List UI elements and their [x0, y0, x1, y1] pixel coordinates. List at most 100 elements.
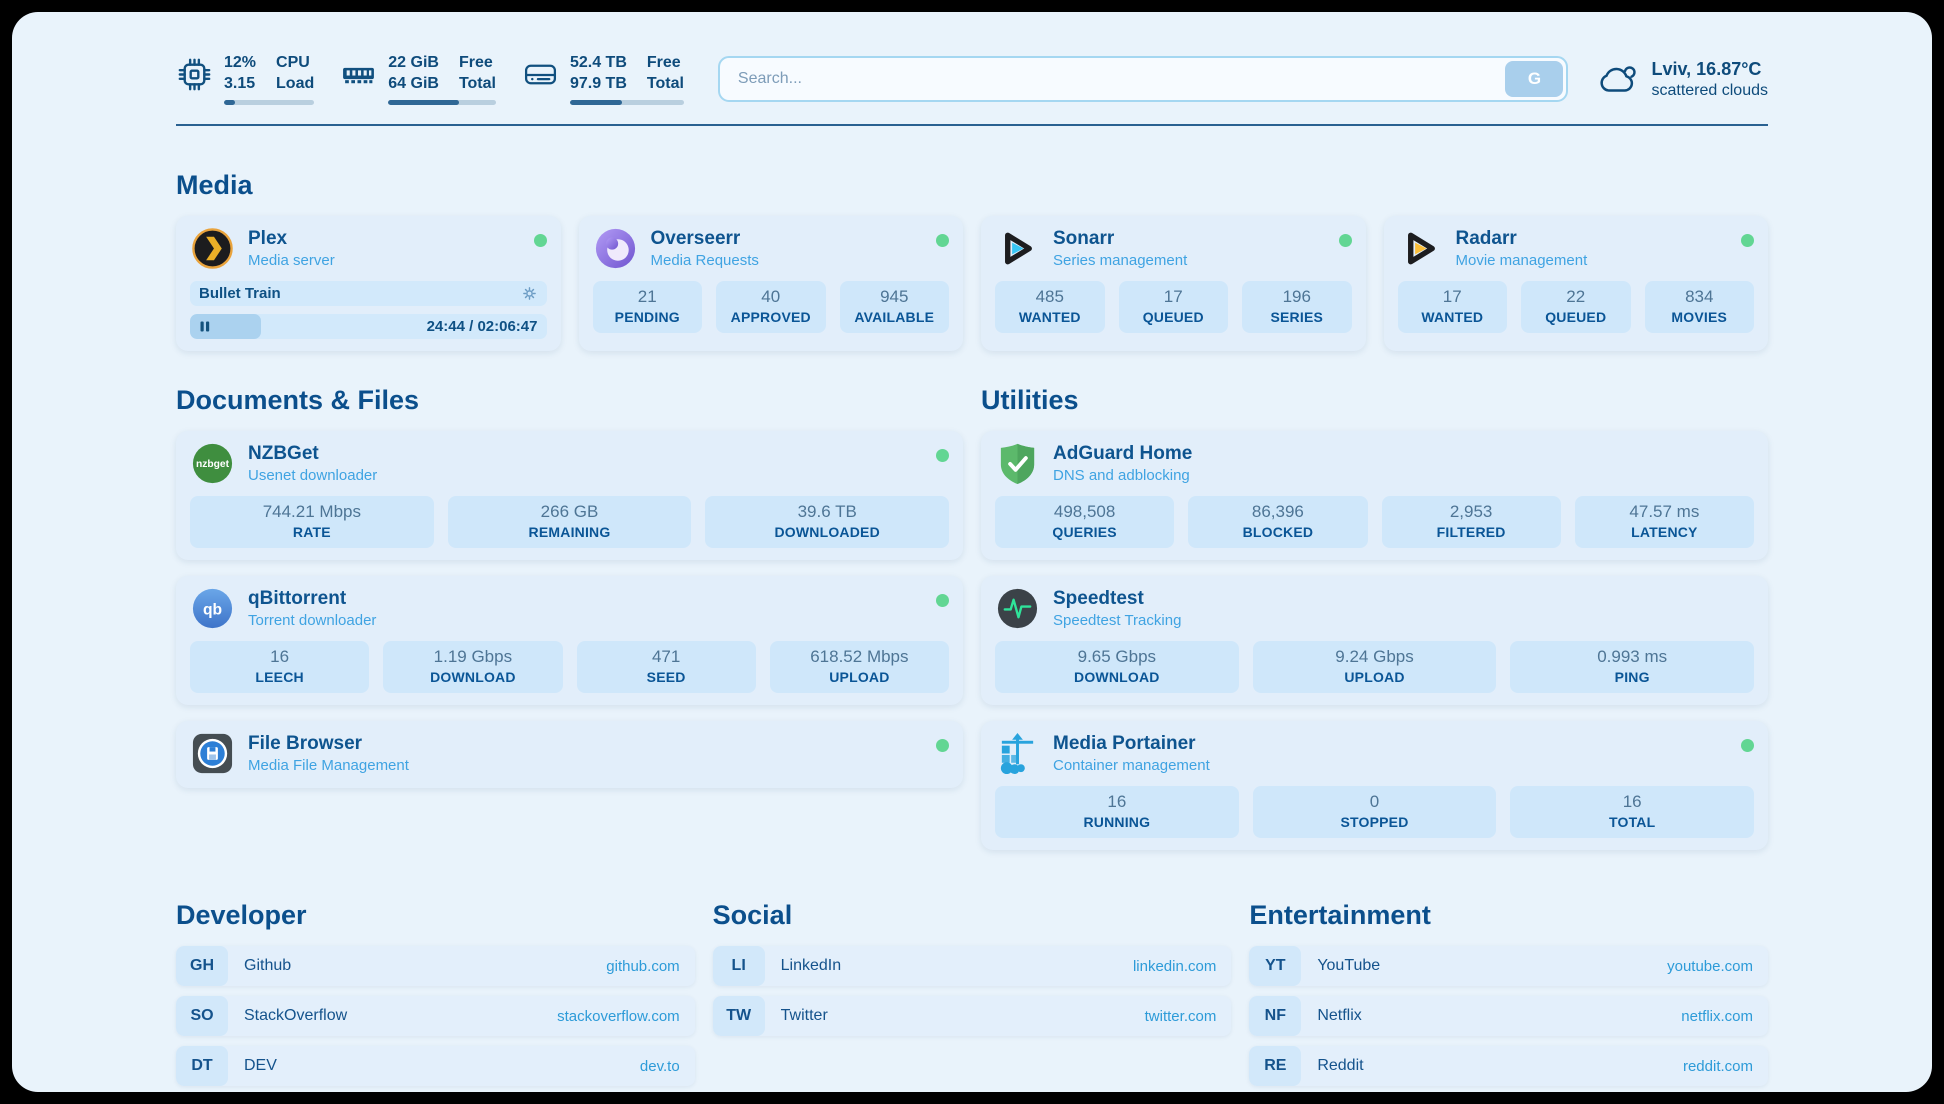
svg-text:qb: qb	[203, 601, 222, 618]
bookmark-url: github.com	[606, 957, 680, 975]
bookmark-github[interactable]: GH Github github.com	[176, 946, 695, 986]
app-title: File Browser	[248, 732, 363, 754]
cpu-percent: 12%	[224, 53, 257, 71]
stat-box: 22 QUEUED	[1521, 281, 1631, 333]
weather-location: Lviv, 16.87°C	[1651, 58, 1762, 79]
bookmark-name: LinkedIn	[780, 957, 842, 974]
app-subtitle: Series management	[1053, 252, 1188, 270]
search-engine-button[interactable]: G	[1505, 61, 1564, 97]
app-card-speedtest[interactable]: Speedtest Speedtest Tracking 9.65 Gbps D…	[981, 576, 1768, 705]
stat-box: 47.57 ms LATENCY	[1574, 496, 1754, 548]
section-title-utilities: Utilities	[981, 385, 1079, 415]
stat-label: PING	[1614, 669, 1650, 685]
playback-progress-fill	[190, 314, 262, 339]
gear-icon[interactable]	[521, 285, 538, 302]
memory-total-label: Total	[458, 74, 496, 92]
app-title: Radarr	[1455, 227, 1517, 249]
stat-value: 266 GB	[540, 502, 599, 521]
search-input[interactable]	[722, 70, 1506, 88]
bookmark-url: netflix.com	[1681, 1007, 1753, 1025]
bookmark-abbr: GH	[176, 946, 228, 986]
bookmark-netflix[interactable]: NF Netflix netflix.com	[1249, 996, 1768, 1036]
bookmark-name: DEV	[244, 1057, 277, 1074]
bookmark-name: Reddit	[1317, 1057, 1364, 1074]
app-card-portainer[interactable]: Media Portainer Container management 16 …	[981, 721, 1768, 850]
bookmark-abbr: YT	[1249, 946, 1302, 986]
stat-value: 9.65 Gbps	[1077, 647, 1157, 666]
bookmark-url: dev.to	[639, 1057, 680, 1075]
stat-label: RATE	[292, 524, 331, 540]
bookmark-abbr: NF	[1249, 996, 1302, 1036]
app-title: Plex	[248, 227, 288, 249]
stat-label: MOVIES	[1671, 309, 1728, 325]
status-dot-online	[936, 234, 949, 247]
stat-box: 16 RUNNING	[995, 786, 1239, 838]
stat-value: 40	[761, 287, 781, 306]
sonarr-icon	[1005, 232, 1032, 265]
stat-value: 2,953	[1449, 502, 1493, 521]
bookmark-reddit[interactable]: RE Reddit reddit.com	[1249, 1046, 1768, 1086]
stat-label: QUEUED	[1142, 309, 1204, 325]
stat-value: 17	[1442, 287, 1462, 306]
app-subtitle: Usenet downloader	[248, 467, 378, 485]
disk-total-label: Total	[646, 74, 684, 92]
stat-label: REMAINING	[528, 524, 611, 540]
app-subtitle: Movie management	[1455, 252, 1588, 270]
bookmark-url: twitter.com	[1144, 1007, 1217, 1025]
stat-value: 471	[651, 647, 681, 666]
app-card-nzbget[interactable]: nzbget NZBGet Usenet downloader 744.21 M…	[176, 431, 963, 560]
topbar-divider	[176, 124, 1768, 126]
pause-icon[interactable]	[200, 321, 210, 332]
app-subtitle: Media File Management	[248, 757, 409, 775]
app-title: Overseerr	[650, 227, 741, 249]
stat-box: 471 SEED	[576, 641, 756, 693]
app-card-plex[interactable]: Plex Media server Bullet Train	[176, 216, 561, 351]
bookmark-youtube[interactable]: YT YouTube youtube.com	[1249, 946, 1768, 986]
cpu-label: CPU	[276, 53, 310, 71]
now-playing-row: Bullet Train	[190, 281, 547, 306]
cpu-progress-bar	[224, 100, 315, 106]
plex-icon	[192, 228, 233, 269]
stat-value: 21	[637, 287, 657, 306]
stat-value: 16	[270, 647, 290, 666]
speedtest-icon	[997, 588, 1038, 629]
stat-value: 0.993 ms	[1597, 647, 1668, 666]
stat-box: 39.6 TB DOWNLOADED	[705, 496, 950, 548]
memory-total-value: 64 GiB	[388, 74, 439, 92]
stat-label: LEECH	[255, 669, 304, 685]
stat-box: 21 PENDING	[592, 281, 702, 333]
stat-value: 17	[1163, 287, 1183, 306]
app-title: NZBGet	[248, 442, 319, 464]
app-card-sonarr[interactable]: Sonarr Series management 485 WANTED 17 Q…	[981, 216, 1366, 351]
stat-value: 16	[1107, 792, 1127, 811]
stat-label: TOTAL	[1608, 814, 1656, 830]
stat-box: 17 WANTED	[1397, 281, 1507, 333]
bookmark-dev[interactable]: DT DEV dev.to	[176, 1046, 695, 1086]
bookmark-linkedin[interactable]: LI LinkedIn linkedin.com	[712, 946, 1232, 986]
app-card-overseerr[interactable]: Overseerr Media Requests 21 PENDING 40 A…	[578, 216, 963, 351]
bookmark-stackoverflow[interactable]: SO StackOverflow stackoverflow.com	[176, 996, 695, 1036]
stat-label: UPLOAD	[1344, 669, 1405, 685]
stat-box: 498,508 QUERIES	[995, 496, 1175, 548]
app-card-radarr[interactable]: Radarr Movie management 17 WANTED 22 QUE…	[1383, 216, 1768, 351]
bookmark-twitter[interactable]: TW Twitter twitter.com	[712, 996, 1232, 1036]
app-card-qbittorrent[interactable]: qb qBittorrent Torrent downloader 16	[176, 576, 963, 705]
bookmark-name: YouTube	[1317, 957, 1381, 974]
weather-widget: Lviv, 16.87°C scattered clouds	[1596, 59, 1768, 100]
now-playing-title: Bullet Train	[199, 285, 281, 302]
app-subtitle: Media server	[248, 252, 335, 270]
section-title-developer: Developer	[176, 900, 307, 930]
app-card-filebrowser[interactable]: File Browser Media File Management	[176, 721, 963, 788]
disk-free-value: 52.4 TB	[569, 53, 627, 71]
app-subtitle: DNS and adblocking	[1053, 467, 1190, 485]
stat-label: LATENCY	[1631, 524, 1698, 540]
stat-label: QUEUED	[1545, 309, 1607, 325]
stat-label: STOPPED	[1340, 814, 1409, 830]
memory-free-label: Free	[458, 53, 493, 71]
cpu-load-value: 3.15	[224, 74, 256, 92]
app-subtitle: Container management	[1053, 757, 1210, 775]
app-card-adguard[interactable]: AdGuard Home DNS and adblocking 498,508 …	[981, 431, 1768, 560]
stat-label: SERIES	[1270, 309, 1324, 325]
playback-time: 24:44 / 02:06:47	[426, 318, 538, 335]
section-title-entertainment: Entertainment	[1249, 900, 1431, 930]
